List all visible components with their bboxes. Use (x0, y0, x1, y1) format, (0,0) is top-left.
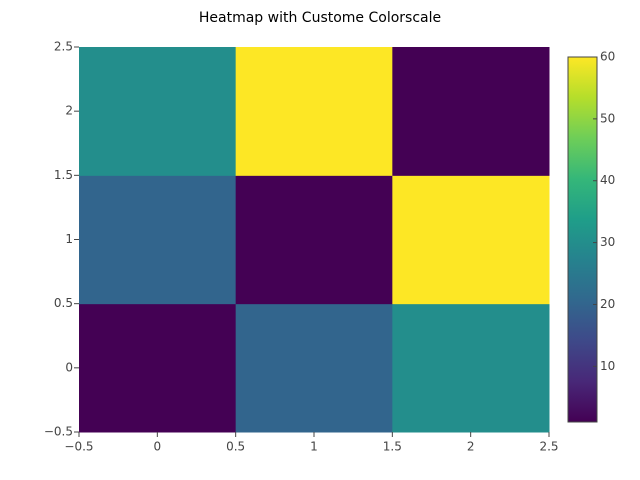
heatmap-cell (79, 47, 237, 176)
heatmap-cell (392, 47, 550, 176)
colorbar-tick-label: 60 (600, 50, 615, 64)
colorbar-tick-label: 30 (600, 235, 615, 249)
heatmap-cell (235, 175, 393, 305)
x-tick-label: 0.5 (226, 440, 245, 454)
colorbar-tick-label: 10 (600, 359, 615, 373)
x-tick-label: −0.5 (64, 440, 93, 454)
heatmap-cell (79, 303, 237, 433)
x-tick-label: 2.5 (539, 440, 558, 454)
heatmap-cell (392, 175, 550, 305)
x-tick-label: 2 (467, 440, 475, 454)
x-tick-label: 0 (154, 440, 162, 454)
chart-title: Heatmap with Custome Colorscale (199, 10, 441, 26)
colorbar-tick-label: 40 (600, 173, 615, 187)
heatmap-cell (235, 47, 393, 176)
colorbar-tick-label: 50 (600, 111, 615, 125)
heatmap-cell (79, 175, 237, 305)
y-tick-label: 1.5 (54, 168, 73, 182)
heatmap-cell (235, 303, 393, 433)
y-tick-label: 0 (65, 360, 73, 374)
y-tick-label: −0.5 (44, 425, 73, 439)
y-tick-label: 2.5 (54, 40, 73, 54)
y-tick-label: 0.5 (54, 296, 73, 310)
x-tick-label: 1 (310, 440, 318, 454)
colorbar-tick-label: 20 (600, 297, 615, 311)
y-tick-label: 1 (65, 232, 73, 246)
colorbar (567, 56, 598, 423)
heatmap-cell (392, 303, 550, 433)
y-tick-label: 2 (65, 104, 73, 118)
x-tick-label: 1.5 (383, 440, 402, 454)
